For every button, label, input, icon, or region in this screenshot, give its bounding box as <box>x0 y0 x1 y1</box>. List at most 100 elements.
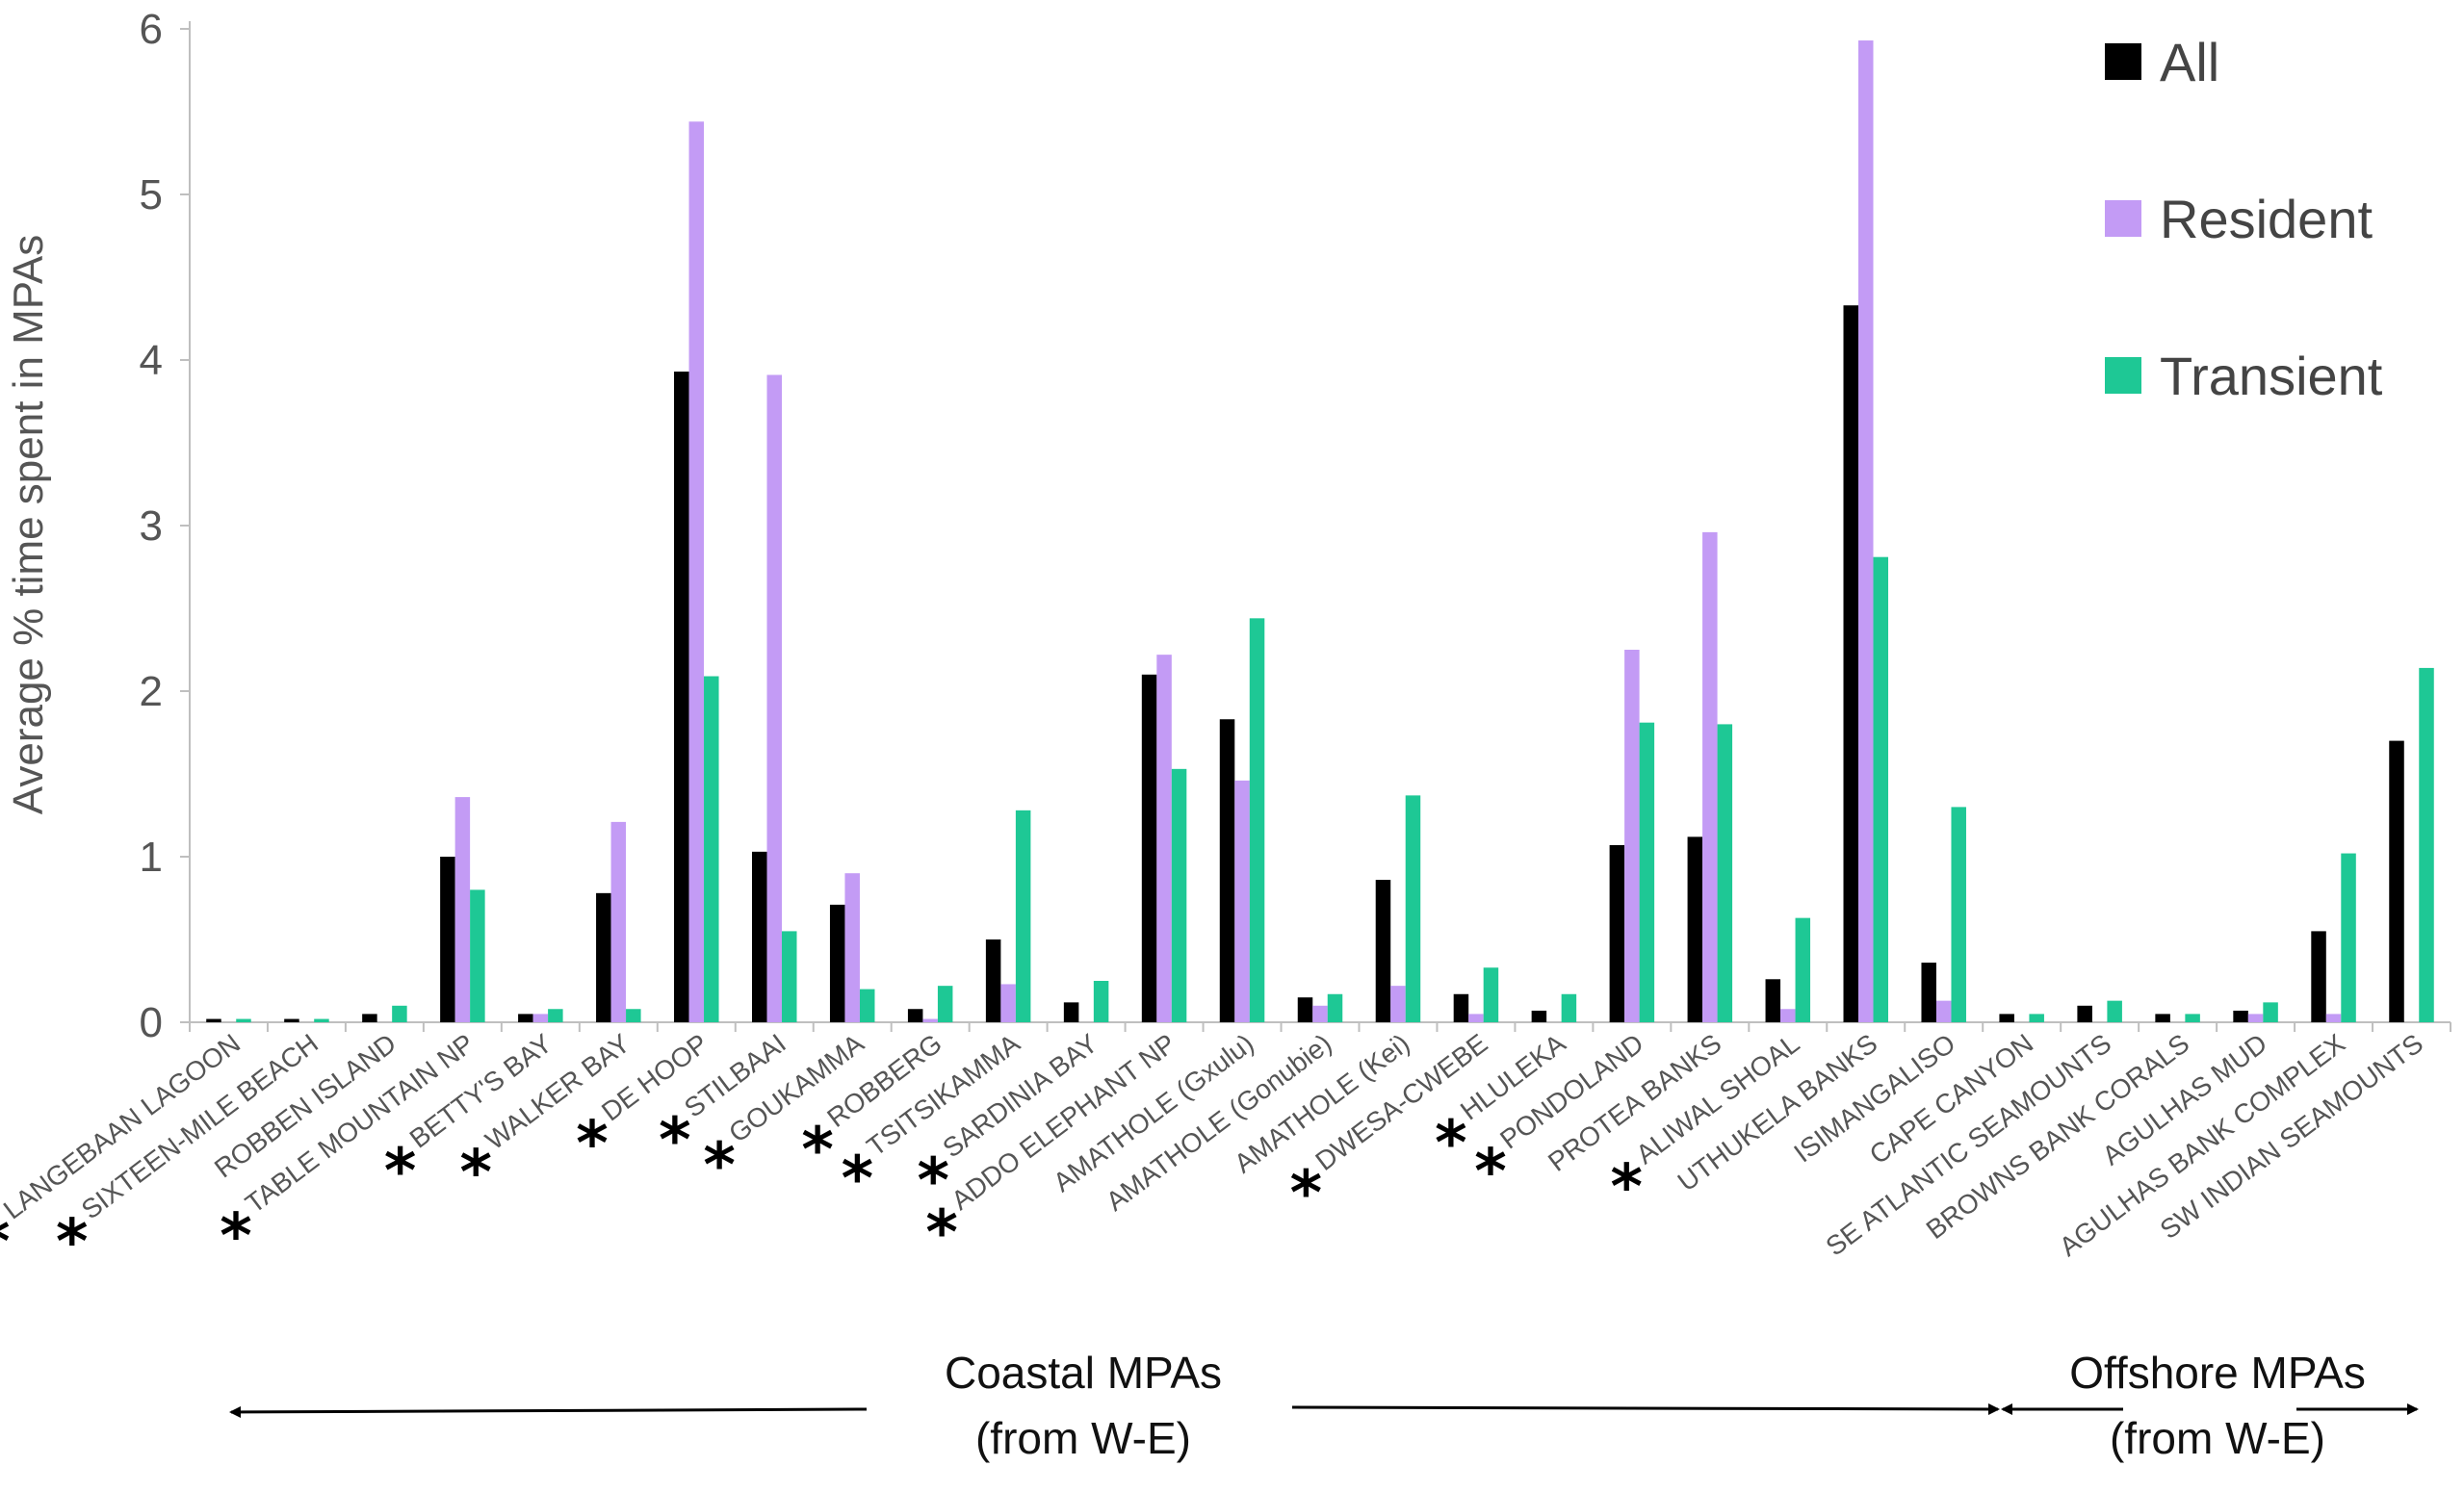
coastal-arrow-right <box>1291 1402 2000 1415</box>
star-marker: * <box>460 1138 492 1209</box>
bar-all <box>596 892 611 1022</box>
coastal-label-line2: (from W-E) <box>975 1413 1191 1463</box>
bar-resident <box>610 821 627 1022</box>
bar-transient <box>1015 810 1031 1022</box>
bar-resident <box>1858 40 1874 1023</box>
bar-transient <box>704 676 719 1022</box>
bar-transient <box>236 1018 251 1022</box>
bar-transient <box>1951 807 1966 1022</box>
bar-transient <box>1795 917 1811 1022</box>
bar-transient <box>2107 1000 2122 1022</box>
bar-transient <box>937 986 953 1022</box>
bar-resident <box>2247 1014 2264 1022</box>
legend-swatch-resident <box>2105 200 2141 237</box>
bar-resident <box>766 374 782 1023</box>
legend-label-transient: Transient <box>2160 346 2383 406</box>
bar-transient <box>1483 967 1499 1022</box>
bar-resident <box>2325 1014 2342 1022</box>
bar-resident <box>1702 531 1718 1022</box>
star-marker: * <box>842 1145 873 1216</box>
y-tick-label: 2 <box>140 668 163 715</box>
bar-all <box>440 857 455 1022</box>
bar-resident <box>1468 1014 1484 1022</box>
bars <box>206 40 2434 1023</box>
bar-transient <box>626 1009 641 1022</box>
bar-transient <box>1327 993 1343 1022</box>
bar-all <box>1141 674 1157 1022</box>
bar-resident <box>1312 1005 1328 1022</box>
star-marker: * <box>384 1136 416 1207</box>
y-axis-label: Average % time spent in MPAs <box>5 235 52 814</box>
bar-resident <box>1390 986 1406 1022</box>
star-marker: * <box>925 1198 957 1270</box>
coastal-annotation: Coastal MPAs (from W-E) <box>229 1348 2000 1463</box>
bar-all <box>2155 1014 2170 1022</box>
bar-all <box>1609 844 1625 1022</box>
bar-all <box>829 904 845 1022</box>
star-marker: * <box>576 1109 608 1180</box>
bar-transient <box>1249 618 1265 1022</box>
star-marker: * <box>1611 1152 1643 1223</box>
coastal-arrow-left <box>229 1405 868 1418</box>
bar-resident <box>454 797 471 1022</box>
bar-all <box>1921 963 1936 1022</box>
legend: All Resident Transient <box>2105 32 2383 406</box>
bar-transient <box>2029 1014 2044 1022</box>
offshore-label-line2: (from W-E) <box>2110 1413 2325 1463</box>
y-tick-label: 6 <box>140 6 163 53</box>
bar-resident <box>1935 1000 1952 1022</box>
star-marker: * <box>56 1207 88 1278</box>
bar-transient <box>392 1005 407 1022</box>
bar-all <box>907 1009 923 1022</box>
y-tick-label: 4 <box>140 337 163 384</box>
star-marker: * <box>1474 1137 1506 1208</box>
offshore-annotation: Offshore MPAs (from W-E) <box>2001 1348 2419 1463</box>
star-marker: * <box>220 1201 251 1273</box>
bar-all <box>284 1018 299 1022</box>
bar-transient <box>2185 1014 2200 1022</box>
bar-resident <box>844 873 860 1022</box>
bar-all <box>362 1014 377 1022</box>
bar-all <box>1453 993 1469 1022</box>
y-tick-label: 3 <box>140 502 163 550</box>
bar-all <box>1687 836 1703 1022</box>
legend-swatch-all <box>2105 43 2141 80</box>
y-tick-label: 0 <box>140 999 163 1046</box>
bar-all <box>1999 1014 2014 1022</box>
bar-all <box>674 372 689 1022</box>
star-marker: * <box>659 1105 690 1176</box>
bar-resident <box>922 1018 938 1022</box>
offshore-label-line1: Offshore MPAs <box>2069 1348 2366 1398</box>
bar-all <box>1765 979 1781 1022</box>
bar-all <box>2311 931 2326 1022</box>
bar-all <box>2233 1010 2248 1022</box>
bar-all <box>1843 305 1859 1022</box>
star-marker: * <box>918 1145 949 1217</box>
bar-resident <box>1156 655 1172 1022</box>
bar-all <box>751 851 767 1022</box>
bar-all <box>1375 880 1391 1022</box>
bar-resident <box>1234 780 1250 1022</box>
bar-transient <box>1405 795 1421 1022</box>
star-marker: * <box>1290 1159 1322 1230</box>
bar-transient <box>470 889 485 1022</box>
bar-all <box>985 939 1001 1022</box>
bar-all <box>2389 740 2404 1022</box>
star-marker: * <box>801 1116 833 1187</box>
bar-transient <box>1639 722 1655 1022</box>
y-axis: 0 1 2 3 4 5 6 <box>140 6 191 1046</box>
x-tick-label: GOUKAMMA <box>723 1028 869 1148</box>
bar-resident <box>688 121 705 1022</box>
y-tick-label: 1 <box>140 834 163 881</box>
bar-transient <box>2341 853 2356 1022</box>
legend-label-resident: Resident <box>2160 189 2373 249</box>
bar-transient <box>1561 993 1577 1022</box>
bar-transient <box>2263 1002 2278 1022</box>
bar-transient <box>1171 768 1187 1022</box>
bar-resident <box>532 1014 549 1022</box>
bar-all <box>1297 997 1313 1022</box>
category-labels: LANGEBAAN LAGOON*SIXTEEN-MILE BEACH*ROBB… <box>0 1028 2428 1278</box>
bar-resident <box>1000 984 1016 1022</box>
bar-resident <box>1780 1009 1796 1022</box>
